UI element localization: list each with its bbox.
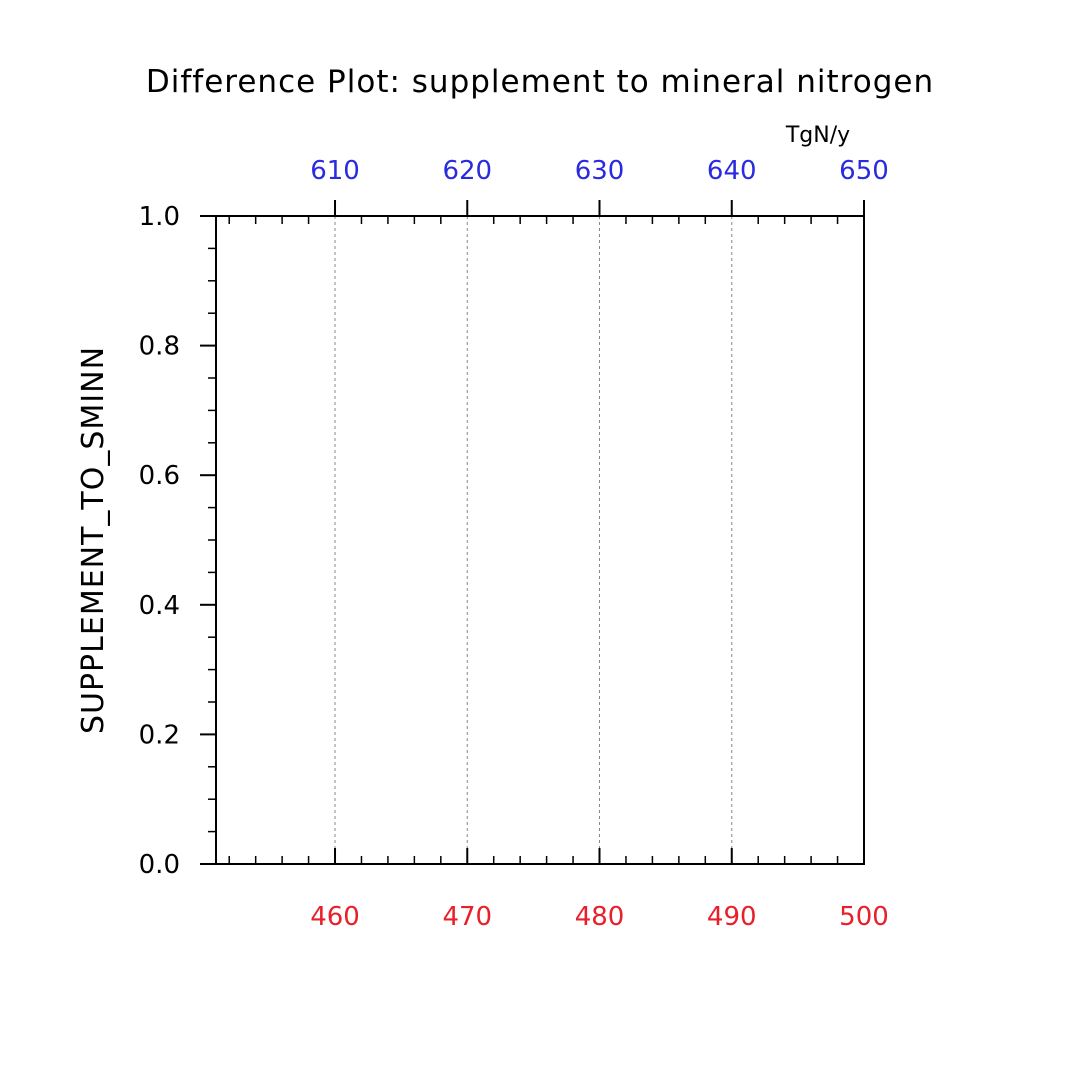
bottom-tick-label: 460 [310, 902, 360, 932]
top-tick-label: 610 [310, 156, 360, 186]
top-tick-label: 640 [707, 156, 757, 186]
top-axis-unit-label: TgN/y [785, 123, 850, 148]
bottom-tick-label: 500 [839, 902, 889, 932]
y-tick-label: 0.4 [139, 591, 180, 621]
y-tick-label: 0.8 [139, 332, 180, 362]
top-axis-ticks [200, 200, 865, 224]
y-tick-label: 0.6 [139, 461, 180, 491]
top-axis-labels: 610 620 630 640 650 [310, 156, 889, 186]
bottom-tick-label: 470 [442, 902, 492, 932]
y-tick-label: 1.0 [139, 202, 180, 232]
bottom-axis-labels: 460 470 480 490 500 [310, 902, 889, 932]
bottom-tick-label: 490 [707, 902, 757, 932]
y-tick-label: 0.0 [139, 850, 180, 880]
y-axis-label: SUPPLEMENT_TO_SMINN [76, 346, 111, 734]
grid-lines [334, 216, 733, 864]
y-axis-labels: 0.0 0.2 0.4 0.6 0.8 1.0 [139, 202, 180, 880]
top-tick-label: 650 [839, 156, 889, 186]
bottom-axis-ticks [200, 848, 865, 865]
y-axis-ticks [200, 215, 216, 865]
plot-frame [215, 215, 865, 865]
y-tick-label: 0.2 [139, 720, 180, 750]
top-tick-label: 620 [442, 156, 492, 186]
chart-title: Difference Plot: supplement to mineral n… [146, 64, 934, 100]
top-tick-label: 630 [575, 156, 625, 186]
bottom-tick-label: 480 [575, 902, 625, 932]
